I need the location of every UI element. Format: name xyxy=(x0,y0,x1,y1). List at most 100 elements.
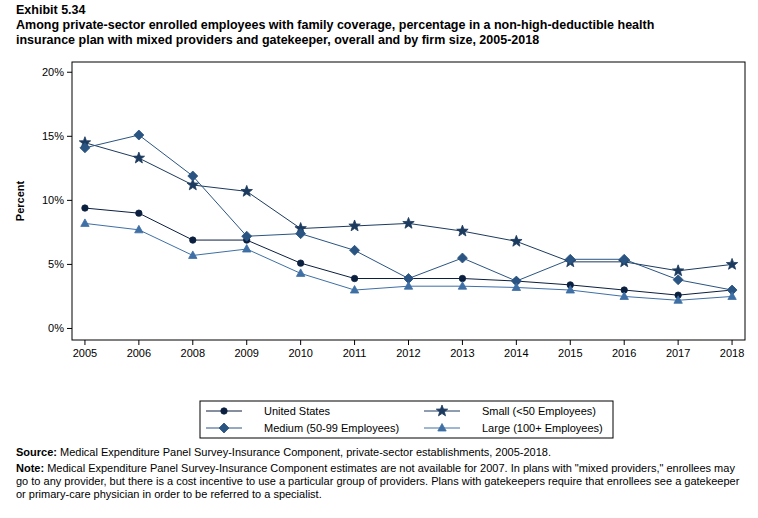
data-point xyxy=(673,275,683,285)
note: Note: Medical Expenditure Panel Survey-I… xyxy=(16,462,746,501)
data-point xyxy=(458,282,466,290)
data-point xyxy=(188,171,198,181)
x-tick xyxy=(246,340,247,345)
source: Source: Medical Expenditure Panel Survey… xyxy=(16,446,746,459)
x-tick-label: 2006 xyxy=(127,347,151,359)
data-point xyxy=(190,237,196,243)
data-point xyxy=(297,260,303,266)
y-tick xyxy=(67,200,72,201)
legend-marker xyxy=(438,424,446,432)
series-line xyxy=(85,223,732,300)
source-label: Source: xyxy=(16,446,57,458)
footer: Source: Medical Expenditure Panel Survey… xyxy=(16,446,746,501)
legend-label: Large (100+ Employees) xyxy=(482,422,603,434)
data-point xyxy=(189,251,197,259)
legend: United States Small (<50 Employees) Medium… xyxy=(200,401,613,438)
data-point xyxy=(242,231,252,241)
data-point xyxy=(133,152,144,163)
x-tick-label: 2014 xyxy=(504,347,528,359)
data-point xyxy=(404,282,412,290)
data-point xyxy=(296,229,306,239)
x-tick-label: 2008 xyxy=(181,347,205,359)
y-tick-label: 0% xyxy=(48,322,64,334)
data-point xyxy=(726,258,737,269)
data-point xyxy=(350,245,360,255)
data-point xyxy=(80,143,90,153)
data-point xyxy=(511,235,522,246)
y-tick xyxy=(67,136,72,137)
x-tick xyxy=(84,340,85,345)
data-point xyxy=(296,269,304,277)
x-tick-label: 2011 xyxy=(343,347,367,359)
title: Exhibit 5.34 xyxy=(16,3,716,18)
series-line xyxy=(85,143,732,271)
x-tick xyxy=(192,340,193,345)
x-tick-label: 2018 xyxy=(720,347,744,359)
data-point xyxy=(241,185,252,196)
y-axis-label: Percent xyxy=(14,180,26,221)
data-point xyxy=(672,265,683,276)
x-tick-label: 2017 xyxy=(666,347,690,359)
data-point xyxy=(566,286,574,294)
x-tick-label: 2010 xyxy=(288,347,312,359)
y-tick xyxy=(67,264,72,265)
legend-marker xyxy=(219,423,229,433)
x-tick xyxy=(138,340,139,345)
subtitle: Among private-sector enrolled employees … xyxy=(16,18,716,48)
y-tick-label: 15% xyxy=(42,130,64,142)
x-tick-label: 2016 xyxy=(612,347,636,359)
x-tick xyxy=(354,340,355,345)
data-point xyxy=(512,283,520,291)
x-tick xyxy=(732,340,733,345)
plot-frame xyxy=(72,62,745,340)
series-line xyxy=(85,135,732,290)
legend-marker xyxy=(436,405,447,416)
y-tick-label: 20% xyxy=(42,66,64,78)
data-point xyxy=(81,219,89,227)
data-point xyxy=(136,210,142,216)
note-label: Note: xyxy=(16,462,44,474)
y-tick-label: 5% xyxy=(48,258,64,270)
header: Exhibit 5.34Among private-sector enrolle… xyxy=(16,3,716,48)
x-tick xyxy=(516,340,517,345)
source-text: Medical Expenditure Panel Survey-Insuran… xyxy=(60,446,551,458)
x-tick-label: 2005 xyxy=(73,347,97,359)
data-point xyxy=(82,205,88,211)
plot-marks xyxy=(79,130,738,303)
x-tick-label: 2012 xyxy=(396,347,420,359)
legend-box xyxy=(200,401,613,438)
data-point xyxy=(457,253,467,263)
data-point xyxy=(243,245,251,253)
x-tick-label: 2015 xyxy=(558,347,582,359)
data-point xyxy=(351,275,357,281)
data-point xyxy=(728,292,736,300)
data-point xyxy=(403,217,414,228)
y-tick-label: 10% xyxy=(42,194,64,206)
note-text: Medical Expenditure Panel Survey-Insuran… xyxy=(16,462,739,500)
y-tick xyxy=(67,72,72,73)
data-point xyxy=(457,225,468,236)
chart: 0% 5% 10% 15% 20% Percent 2005 2006 2008 2009 2010… xyxy=(0,0,758,518)
x-tick xyxy=(300,340,301,345)
x-tick xyxy=(570,340,571,345)
data-point xyxy=(620,292,628,300)
x-tick xyxy=(678,340,679,345)
x-tick xyxy=(462,340,463,345)
x-tick xyxy=(624,340,625,345)
data-point xyxy=(619,254,629,264)
x-tick-label: 2009 xyxy=(234,347,258,359)
series-line xyxy=(85,208,732,295)
data-point xyxy=(674,296,682,304)
data-point xyxy=(134,130,144,140)
legend-label: Small (<50 Employees) xyxy=(482,405,596,417)
data-point xyxy=(565,254,575,264)
data-point xyxy=(135,225,143,233)
legend-label: United States xyxy=(264,405,331,417)
data-point xyxy=(459,275,465,281)
legend-marker xyxy=(221,408,227,414)
data-point xyxy=(350,286,358,294)
y-tick xyxy=(67,328,72,329)
data-point xyxy=(349,220,360,231)
legend-label: Medium (50-99 Employees) xyxy=(264,422,399,434)
x-tick xyxy=(408,340,409,345)
